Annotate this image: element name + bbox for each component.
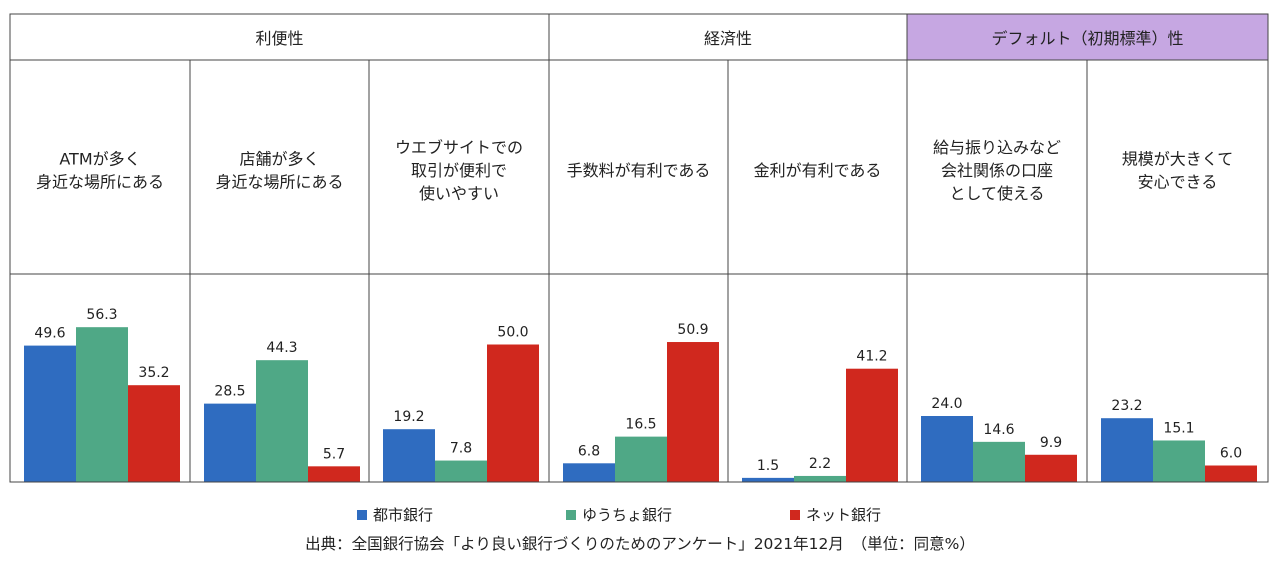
legend-swatch-net-bank	[790, 509, 800, 520]
bar	[24, 345, 76, 482]
bar	[973, 441, 1025, 482]
legend-swatch-yucho-bank	[566, 509, 576, 520]
bar-value-label: 2.2	[809, 456, 831, 472]
group-header-label: デフォルト（初期標準）性	[991, 29, 1183, 48]
bar	[76, 327, 128, 482]
bar-value-label: 24.0	[931, 396, 962, 412]
legend-item-yucho-bank: ゆうちょ銀行	[566, 504, 672, 525]
bar	[615, 436, 667, 482]
bar-value-label: 5.7	[323, 446, 345, 462]
legend-item-city-bank: 都市銀行	[357, 504, 433, 525]
group-header-highlight	[907, 14, 1268, 60]
bar-value-label: 41.2	[856, 349, 887, 365]
bar-value-label: 44.3	[266, 340, 297, 356]
group-header-label: 経済性	[704, 29, 752, 48]
bar-value-label: 16.5	[625, 417, 656, 433]
category-label: 規模が大きくて安心できる	[1122, 150, 1234, 192]
legend-label-yucho-bank: ゆうちょ銀行	[582, 506, 673, 524]
bar	[846, 368, 898, 482]
legend-label-net-bank: ネット銀行	[806, 506, 882, 524]
bar	[1205, 465, 1257, 482]
legend-swatch-city-bank	[357, 509, 367, 520]
bar	[1025, 454, 1077, 482]
bar	[742, 477, 794, 482]
legend-item-net-bank: ネット銀行	[790, 504, 881, 525]
bar	[204, 403, 256, 482]
bar	[256, 360, 308, 482]
group-header-label: 利便性	[255, 29, 303, 48]
source-note: 出典：全国銀行協会「より良い銀行づくりのためのアンケート」2021年12月 （単…	[305, 535, 975, 553]
bar	[435, 460, 487, 482]
bar	[308, 466, 360, 482]
category-label: 金利が有利である	[754, 161, 882, 180]
bar-value-label: 50.9	[677, 322, 708, 338]
bar-value-label: 35.2	[138, 365, 169, 381]
table-border	[9, 13, 1269, 483]
category-label: ATMが多く身近な場所にある	[36, 150, 164, 192]
bank-survey-chart: 利便性 経済性 デフォルト（初期標準）性 ATMが多く身近な場所にある 店舗が多く身近な…	[9, 13, 1269, 483]
bar-value-label: 49.6	[34, 326, 65, 342]
bar-value-label: 7.8	[450, 441, 472, 457]
bar-value-label: 50.0	[497, 325, 528, 341]
bar-value-label: 23.2	[1111, 398, 1142, 414]
category-label: ウエブサイトでの取引が便利で使いやすい	[395, 138, 523, 203]
category-label: 手数料が有利である	[567, 161, 711, 180]
bar	[667, 342, 719, 482]
bar	[487, 344, 539, 482]
bar-value-label: 56.3	[86, 307, 117, 323]
bar-value-label: 1.5	[757, 458, 779, 474]
bar-value-label: 19.2	[393, 409, 424, 425]
bar	[383, 429, 435, 482]
bar-value-label: 28.5	[214, 384, 245, 400]
bar-value-label: 9.9	[1040, 435, 1062, 451]
category-label: 店舗が多く身近な場所にある	[215, 150, 343, 192]
bar-value-label: 14.6	[983, 422, 1014, 438]
bar	[1101, 418, 1153, 482]
bar	[1153, 440, 1205, 482]
legend: 都市銀行 ゆうちょ銀行 ネット銀行	[0, 504, 1280, 524]
category-label: 給与振り込みなど会社関係の口座として使える	[933, 138, 1061, 203]
bar	[563, 463, 615, 482]
bar	[794, 475, 846, 482]
legend-label-city-bank: 都市銀行	[373, 506, 434, 524]
bar-value-label: 6.0	[1220, 446, 1242, 462]
bar-value-label: 15.1	[1163, 420, 1194, 436]
bar	[921, 416, 973, 482]
bar	[128, 385, 180, 482]
bar-value-label: 6.8	[578, 443, 600, 459]
